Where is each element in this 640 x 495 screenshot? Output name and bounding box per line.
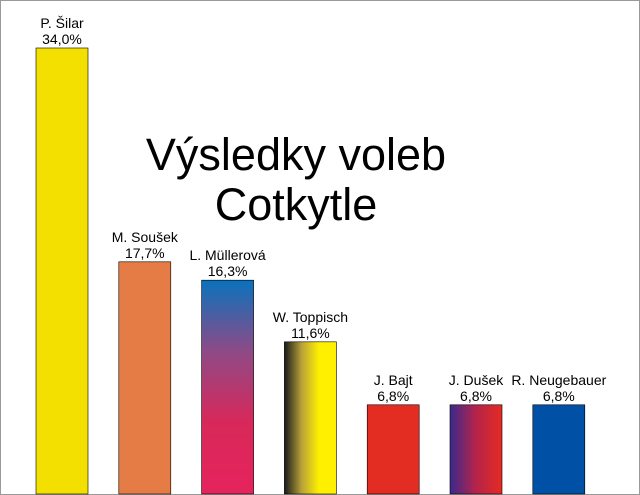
bars-layer [35, 47, 586, 495]
bar-name-label: R. Neugebauer [511, 372, 606, 388]
bar-m-sousek [118, 261, 172, 495]
chart-subtitle: Cotkytle [215, 179, 378, 230]
bar-l-mullerova [201, 279, 254, 495]
bar-value-label: 16,3% [208, 263, 248, 279]
bar-name-label: M. Soušek [112, 229, 179, 245]
bar-p-silar [35, 47, 89, 495]
bar-value-label: 17,7% [125, 245, 165, 261]
bar-name-label: P. Šilar [40, 15, 84, 31]
bar-name-label: J. Dušek [449, 372, 504, 388]
bar-j-dusek [449, 404, 503, 495]
bar-value-label: 6,8% [460, 388, 492, 404]
bar-value-label: 11,6% [291, 325, 330, 341]
bar-value-label: 6,8% [377, 388, 409, 404]
bar-r-neugebauer [532, 404, 586, 495]
bar-name-label: L. Müllerová [189, 247, 265, 263]
bar-value-label: 34,0% [42, 31, 82, 47]
bar-name-label: J. Bajt [374, 372, 413, 388]
chart-title: Výsledky voleb [146, 129, 446, 180]
bar-value-label: 6,8% [543, 388, 575, 404]
bar-w-toppisch [284, 341, 337, 495]
bar-j-bajt [366, 404, 420, 495]
bar-name-label: W. Toppisch [273, 309, 348, 325]
